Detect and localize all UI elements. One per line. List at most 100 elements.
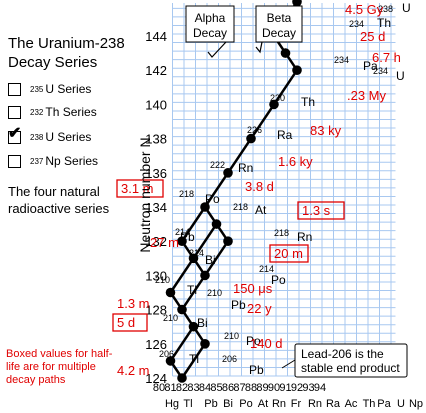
decay-step xyxy=(226,137,253,174)
x-tick-label: 84 xyxy=(199,382,211,394)
half-life-label: 3.8 d xyxy=(245,179,274,194)
x-tick-label: 93 xyxy=(302,382,314,394)
half-life-label: .23 My xyxy=(347,88,387,103)
nuclide-point xyxy=(200,202,210,212)
half-life-box xyxy=(116,179,164,198)
x-symbol-label: Rn xyxy=(308,398,322,410)
nuclide-symbol: Pb xyxy=(249,363,264,377)
series-option-235[interactable]: 235 U Series xyxy=(8,82,91,96)
y-axis-label: Neutron number N xyxy=(137,137,153,252)
series-option-238[interactable]: ✔ 238 U Series xyxy=(8,124,92,144)
decay-step xyxy=(192,223,218,259)
half-life-label: 20 m xyxy=(274,246,303,261)
y-tick-label: 142 xyxy=(145,63,167,78)
decay-step xyxy=(180,206,207,242)
y-tick-label: 126 xyxy=(145,337,167,352)
nuclide-symbol: U xyxy=(396,69,405,83)
x-symbol-label: Tl xyxy=(183,398,192,410)
half-life-box xyxy=(297,201,345,220)
nuclide-symbol: At xyxy=(255,203,267,217)
x-tick-label: 88 xyxy=(245,382,257,394)
checkbox-238[interactable]: ✔ xyxy=(8,125,21,144)
x-symbol-label: Np xyxy=(409,398,423,410)
x-symbol-label: Pa xyxy=(377,398,391,410)
x-tick-label: 82 xyxy=(176,382,188,394)
x-symbol-label: Rn xyxy=(272,398,286,410)
x-symbol-label: Pb xyxy=(204,398,217,410)
nuclide-point xyxy=(165,356,176,366)
decay-step xyxy=(203,240,230,277)
nuclide-point xyxy=(211,219,222,229)
decay-step xyxy=(272,69,299,106)
nuclide-point xyxy=(292,65,302,75)
nuclide-mass: 206 xyxy=(159,349,174,359)
series-option-237[interactable]: 237 Np Series xyxy=(8,154,98,168)
nuclide-symbol: U xyxy=(402,1,411,15)
y-tick-label: 134 xyxy=(145,200,167,215)
series-title: The Uranium-238 Decay Series xyxy=(8,35,125,71)
x-symbol-label: Hg xyxy=(165,398,179,410)
nuclide-mass: 234 xyxy=(349,19,364,29)
half-life-box xyxy=(112,313,148,332)
nuclide-symbol: Pa xyxy=(363,59,378,73)
nuclide-point xyxy=(269,99,279,110)
half-life-label: 25 d xyxy=(360,29,385,44)
checkbox-237[interactable] xyxy=(8,154,21,168)
half-life-label: 4.2 m xyxy=(117,363,150,378)
half-life-label: 140 d xyxy=(250,336,283,351)
decay-step xyxy=(203,172,230,208)
nuclide-point xyxy=(188,253,199,264)
beta-decay-label: Beta xyxy=(267,11,292,25)
x-tick-label: 89 xyxy=(256,382,268,394)
four-series-caption: The four natural radioactive series xyxy=(8,184,110,216)
series-option-232[interactable]: 232 Th Series xyxy=(8,105,97,119)
nuclide-mass: 214 xyxy=(189,248,204,258)
nuclide-mass: 218 xyxy=(233,202,248,212)
half-life-label: 1.3 m xyxy=(117,296,150,311)
x-tick-label: 85 xyxy=(210,382,222,394)
alpha-decay-label: Decay xyxy=(193,26,227,40)
half-life-label: 27 m xyxy=(150,235,179,250)
nuclide-mass: 210 xyxy=(155,275,170,285)
x-symbol-label: Po xyxy=(239,398,252,410)
end-note-text: stable end product xyxy=(301,361,400,375)
nuclide-point xyxy=(165,287,176,298)
half-life-label: 4.5 Gy xyxy=(345,2,384,17)
nuclide-point xyxy=(200,339,210,349)
checkbox-235[interactable] xyxy=(8,82,21,96)
decay-step xyxy=(180,274,207,311)
end-note-text: Lead-206 is the xyxy=(301,347,384,361)
half-life-label: 83 ky xyxy=(310,123,342,138)
x-symbol-label: At xyxy=(258,398,268,410)
x-symbol-label: Ac xyxy=(345,398,358,410)
x-tick-label: 92 xyxy=(291,382,303,394)
nuclide-point xyxy=(177,373,187,383)
half-life-label: 3.1 m xyxy=(121,181,154,196)
decay-step xyxy=(169,326,195,362)
nuclide-symbol: Pb xyxy=(231,298,246,312)
half-life-label: 1.6 ky xyxy=(278,154,313,169)
nuclide-point xyxy=(177,236,187,246)
decay-step xyxy=(169,257,195,294)
checkbox-232[interactable] xyxy=(8,105,21,119)
nuclide-point xyxy=(200,270,210,281)
y-tick-label: 130 xyxy=(145,268,167,283)
y-tick-label: 128 xyxy=(145,303,167,318)
nuclide-mass: 230 xyxy=(270,93,285,103)
x-tick-label: 80 xyxy=(153,382,165,394)
nuclide-symbol: Po xyxy=(205,192,220,206)
beta-decay-label: Decay xyxy=(262,26,296,40)
nuclide-point xyxy=(223,236,233,246)
nuclide-mass: 226 xyxy=(247,125,262,135)
half-life-label: 6.7 h xyxy=(372,50,401,65)
boxed-values-note: Boxed values for half-life are for multi… xyxy=(6,348,113,386)
nuclide-symbol: Tl xyxy=(189,352,199,366)
nuclide-point xyxy=(280,48,291,58)
half-life-label: 1.3 s xyxy=(302,203,331,218)
x-tick-label: 81 xyxy=(164,382,176,394)
nuclide-point xyxy=(188,321,199,332)
x-tick-label: 94 xyxy=(314,382,326,394)
